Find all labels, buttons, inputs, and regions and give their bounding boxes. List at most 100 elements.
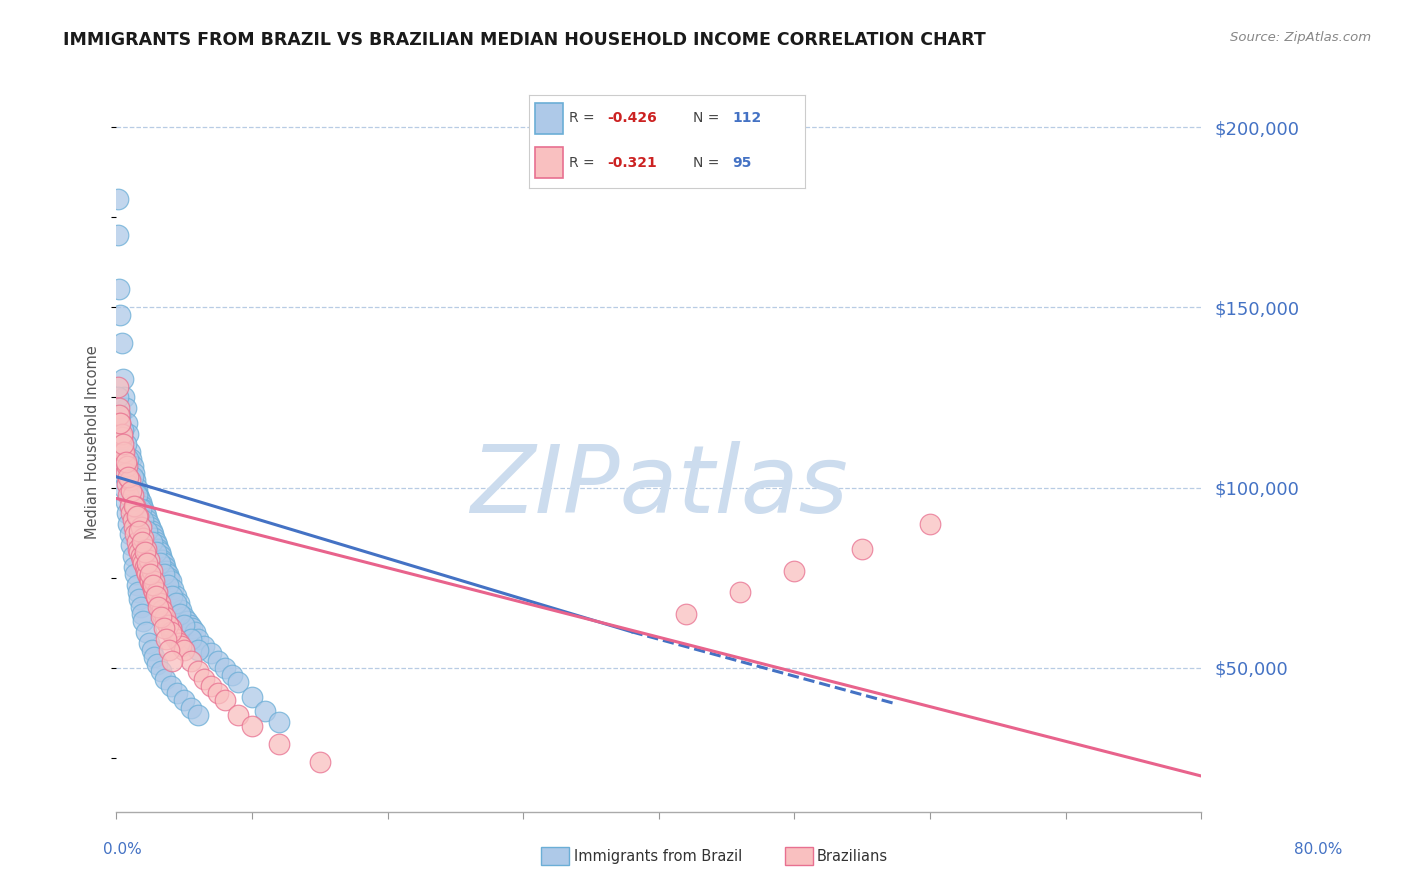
Point [157, 643, 180, 657]
Point [152, 557, 174, 571]
Text: IMMIGRANTS FROM BRAZIL VS BRAZILIAN MEDIAN HOUSEHOLD INCOME CORRELATION CHART: IMMIGRANTS FROM BRAZIL VS BRAZILIAN MEDI… [63, 31, 986, 49]
Point [129, 502, 152, 516]
Point [170, 603, 193, 617]
Point [160, 654, 183, 668]
Point [128, 491, 150, 506]
Point [240, 718, 263, 732]
Point [135, 564, 157, 578]
Point [180, 654, 202, 668]
Point [139, 520, 162, 534]
Point [132, 531, 155, 545]
Point [118, 444, 141, 458]
Point [149, 545, 172, 559]
Point [132, 502, 155, 516]
Point [150, 603, 173, 617]
Point [150, 610, 173, 624]
Point [159, 679, 181, 693]
Point [143, 585, 166, 599]
Point [110, 434, 132, 448]
Point [112, 444, 135, 458]
Point [176, 614, 198, 628]
Point [110, 416, 132, 430]
Point [134, 506, 156, 520]
Point [254, 704, 277, 718]
Point [146, 657, 169, 672]
Point [187, 643, 209, 657]
Point [131, 607, 153, 621]
Point [131, 499, 153, 513]
Point [156, 617, 179, 632]
Point [159, 624, 181, 639]
Point [124, 499, 146, 513]
Text: 80.0%: 80.0% [1295, 842, 1343, 856]
Point [145, 589, 167, 603]
Point [117, 470, 139, 484]
Point [115, 416, 138, 430]
Point [114, 466, 136, 480]
Point [127, 585, 149, 599]
Point [155, 564, 177, 578]
Point [783, 564, 806, 578]
Y-axis label: Median Household Income: Median Household Income [86, 346, 100, 540]
Point [134, 560, 156, 574]
Point [125, 578, 148, 592]
Point [124, 567, 146, 582]
Point [122, 560, 145, 574]
Point [112, 391, 135, 405]
Point [146, 538, 169, 552]
Point [136, 513, 159, 527]
Point [125, 509, 148, 524]
Point [146, 585, 169, 599]
Point [167, 596, 190, 610]
Point [131, 534, 153, 549]
Point [129, 549, 152, 563]
Point [120, 451, 142, 466]
Point [156, 578, 179, 592]
Point [728, 585, 751, 599]
Point [136, 524, 159, 538]
Point [150, 607, 173, 621]
Point [124, 527, 146, 541]
Point [167, 635, 190, 649]
Point [142, 582, 165, 596]
Point [141, 564, 163, 578]
Point [112, 455, 135, 469]
Point [114, 495, 136, 509]
Point [138, 571, 160, 585]
Point [139, 574, 162, 589]
Point [150, 552, 173, 566]
Point [153, 560, 176, 574]
Point [111, 426, 134, 441]
Text: Brazilians: Brazilians [817, 849, 889, 863]
Point [121, 470, 143, 484]
Point [120, 538, 142, 552]
Point [108, 409, 131, 423]
Point [121, 458, 143, 473]
Point [143, 574, 166, 589]
Point [111, 430, 134, 444]
Point [122, 499, 145, 513]
Point [112, 437, 135, 451]
Point [122, 520, 145, 534]
Point [153, 614, 176, 628]
Point [143, 650, 166, 665]
Point [149, 599, 172, 614]
Point [118, 527, 141, 541]
Point [132, 614, 155, 628]
Point [675, 607, 697, 621]
Point [107, 379, 129, 393]
Point [159, 574, 181, 589]
Point [152, 567, 174, 582]
Point [115, 506, 138, 520]
Point [148, 599, 170, 614]
Point [221, 668, 243, 682]
Point [153, 610, 176, 624]
Point [200, 679, 222, 693]
Point [129, 599, 152, 614]
Text: Source: ZipAtlas.com: Source: ZipAtlas.com [1230, 31, 1371, 45]
Point [165, 589, 187, 603]
Point [145, 589, 167, 603]
Point [120, 506, 142, 520]
Point [180, 700, 202, 714]
Point [187, 632, 209, 646]
